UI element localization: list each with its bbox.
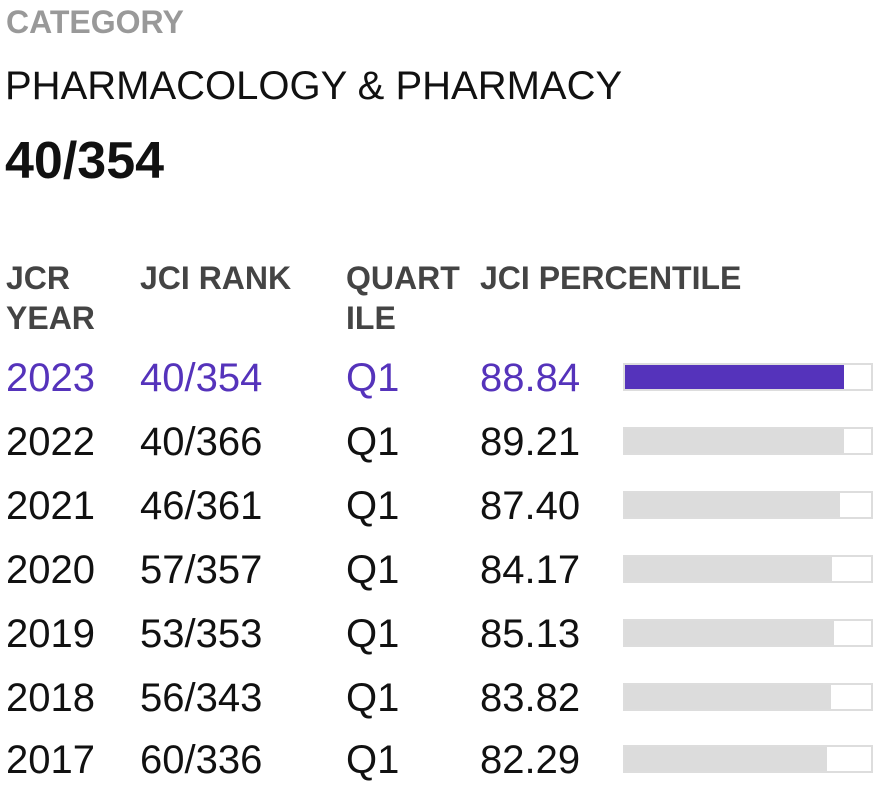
header-quartile: QUART ILE (346, 260, 460, 336)
cell-percentile: 83.82 (480, 676, 581, 720)
percentile-bar-fill (625, 621, 835, 645)
percentile-bar (623, 745, 873, 773)
cell-rank: 53/353 (140, 612, 263, 656)
cell-quartile: Q1 (346, 738, 400, 782)
table-row: 2022 40/366 Q1 89.21 (0, 410, 884, 474)
cell-rank: 46/361 (140, 484, 263, 528)
cell-year: 2018 (6, 676, 95, 720)
header-jcr-year: JCR YEAR (6, 260, 95, 336)
percentile-bar (623, 619, 873, 647)
cell-quartile: Q1 (346, 356, 400, 400)
cell-percentile: 87.40 (480, 484, 581, 528)
header-jci-rank: JCI RANK (140, 260, 292, 296)
cell-rank: 57/357 (140, 548, 263, 592)
table-row: 2017 60/336 Q1 82.29 (0, 728, 884, 792)
percentile-bar (623, 555, 873, 583)
header-jci-percentile: JCI PERCENTILE (480, 260, 742, 296)
cell-rank: 40/366 (140, 420, 263, 464)
cell-quartile: Q1 (346, 484, 400, 528)
cell-year: 2023 (6, 356, 95, 400)
cell-year: 2019 (6, 612, 95, 656)
cell-percentile: 85.13 (480, 612, 581, 656)
cell-quartile: Q1 (346, 420, 400, 464)
percentile-bar (623, 427, 873, 455)
cell-percentile: 84.17 (480, 548, 581, 592)
cell-quartile: Q1 (346, 612, 400, 656)
table-row: 2019 53/353 Q1 85.13 (0, 602, 884, 666)
percentile-bar-fill (625, 685, 832, 709)
percentile-bar-fill (625, 493, 840, 517)
cell-year: 2020 (6, 548, 95, 592)
cell-year: 2017 (6, 738, 95, 782)
cell-rank: 56/343 (140, 676, 263, 720)
percentile-bar-fill (625, 557, 833, 581)
cell-quartile: Q1 (346, 676, 400, 720)
cell-percentile: 82.29 (480, 738, 581, 782)
category-label: CATEGORY (6, 4, 184, 40)
category-rank: 40/354 (5, 132, 165, 190)
cell-quartile: Q1 (346, 548, 400, 592)
table-row: 2020 57/357 Q1 84.17 (0, 538, 884, 602)
table-row: 2023 40/354 Q1 88.84 (0, 346, 884, 410)
cell-year: 2022 (6, 420, 95, 464)
cell-rank: 60/336 (140, 738, 263, 782)
category-name: PHARMACOLOGY & PHARMACY (5, 64, 623, 108)
percentile-bar-fill (625, 365, 844, 389)
percentile-bar (623, 363, 873, 391)
cell-year: 2021 (6, 484, 95, 528)
percentile-bar (623, 683, 873, 711)
percentile-bar (623, 491, 873, 519)
cell-percentile: 89.21 (480, 420, 581, 464)
table-row: 2021 46/361 Q1 87.40 (0, 474, 884, 538)
cell-percentile: 88.84 (480, 356, 581, 400)
cell-rank: 40/354 (140, 356, 263, 400)
table-row: 2018 56/343 Q1 83.82 (0, 666, 884, 730)
percentile-bar-fill (625, 747, 828, 771)
percentile-bar-fill (625, 429, 845, 453)
